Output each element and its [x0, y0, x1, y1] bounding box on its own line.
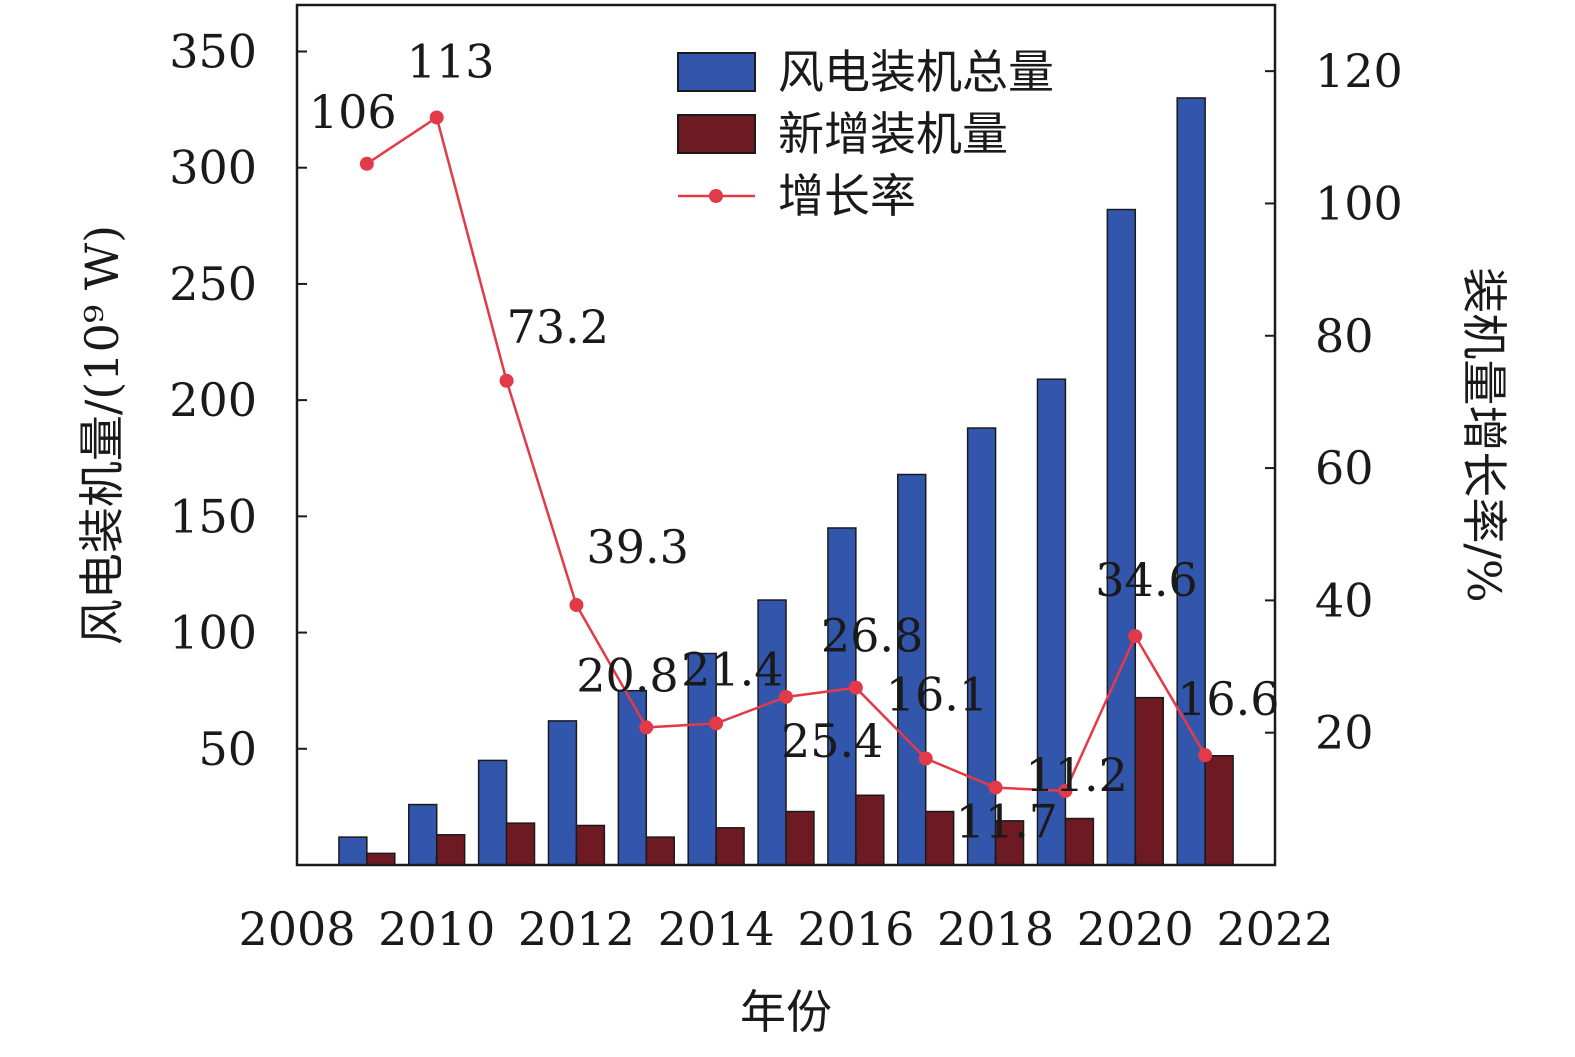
bar-new: [645, 836, 675, 866]
x-tick-label: 2020: [1077, 902, 1194, 956]
y-left-tick-label: 200: [169, 373, 257, 427]
bar-new: [1064, 817, 1095, 866]
growth-rate-value-label: 11.2: [1025, 748, 1127, 802]
y-left-tick-label: 250: [169, 257, 257, 311]
x-tick-label: 2016: [797, 902, 914, 956]
bar-total: [687, 652, 717, 866]
bar-new: [785, 810, 815, 866]
legend-swatch-total: [677, 52, 756, 92]
growth-rate-value-label: 39.3: [586, 520, 688, 574]
bars-new-capacity: [366, 696, 1234, 866]
y-right-tick-label: 80: [1315, 309, 1374, 363]
y-axis-left-title: 风电装机量/(10⁹ W): [75, 225, 129, 645]
bar-new: [924, 810, 955, 866]
growth-rate-value-label: 11.7: [956, 795, 1058, 849]
growth-rate-point: [639, 720, 654, 735]
y-left-tick-label: 100: [169, 606, 257, 660]
bar-total: [547, 720, 578, 866]
legend-label-new: 新增装机量: [778, 107, 1008, 161]
growth-rate-value-label: 20.8: [576, 648, 678, 702]
y-left-tick-label: 350: [169, 24, 257, 78]
growth-rate-value-label: 34.6: [1095, 553, 1197, 607]
bar-total: [408, 803, 438, 866]
bar-new: [1134, 696, 1164, 866]
x-tick-label: 2022: [1216, 902, 1333, 956]
x-tick-label: 2010: [378, 902, 495, 956]
y-right-tick-label: 100: [1315, 176, 1403, 230]
legend-swatch-new: [677, 114, 756, 154]
x-axis: 2008 2010 2012 2014 2016 2018 2020 2022: [238, 855, 1334, 956]
growth-rate-value-label: 106: [309, 85, 397, 139]
y-left-tick-label: 300: [169, 141, 257, 195]
y-left-tick-label: 150: [169, 489, 257, 543]
growth-rate-point: [1058, 783, 1073, 798]
bars-total-capacity: [338, 97, 1206, 866]
y-right-tick-label: 120: [1315, 44, 1403, 98]
x-axis-title: 年份: [740, 985, 832, 1039]
bar-new: [575, 824, 606, 866]
growth-rate-point: [1128, 629, 1143, 644]
growth-rate-value-label: 73.2: [507, 300, 609, 354]
bar-total: [1106, 208, 1137, 866]
growth-rate-value-label: 21.4: [681, 642, 783, 696]
growth-rate-point: [848, 680, 863, 695]
y-axis-left: 50 100 150 200 250 300 350: [169, 24, 307, 776]
growth-rate-value-label: 113: [407, 34, 495, 88]
growth-rate-point: [359, 156, 374, 171]
bar-new: [1204, 755, 1234, 866]
growth-rate-point: [429, 110, 444, 125]
growth-rate-series: [359, 110, 1213, 798]
growth-rate-point: [918, 751, 933, 766]
x-tick-label: 2008: [238, 902, 355, 956]
growth-rate-point: [988, 780, 1003, 795]
growth-rate-point: [499, 373, 514, 388]
x-tick-label: 2018: [937, 902, 1054, 956]
bar-total: [827, 527, 857, 866]
bar-new: [505, 822, 536, 866]
growth-rate-point: [709, 716, 724, 731]
growth-rate-value-label: 16.1: [886, 667, 988, 721]
legend-label-total: 风电装机总量: [778, 45, 1054, 99]
bar-new: [715, 827, 745, 866]
y-left-tick-label: 50: [198, 722, 257, 776]
growth-rate-value-label: 16.6: [1177, 672, 1279, 726]
legend: 风电装机总量 新增装机量 增长率: [677, 45, 1054, 223]
y-right-tick-label: 20: [1315, 706, 1374, 760]
y-right-tick-label: 40: [1315, 573, 1374, 627]
legend-label-rate: 增长率: [778, 169, 916, 223]
growth-rate-point: [569, 598, 584, 613]
y-axis-right-title: 装机量增长率/%: [1457, 267, 1511, 602]
plot-frame: [295, 3, 1277, 867]
y-right-tick-label: 60: [1315, 441, 1374, 495]
bar-new: [994, 820, 1025, 866]
bar-total: [1036, 378, 1067, 866]
x-tick-label: 2014: [658, 902, 775, 956]
bar-new: [855, 794, 885, 866]
y-axis-right: 20 40 60 80 100 120: [1265, 44, 1403, 760]
x-tick-label: 2012: [518, 902, 635, 956]
bar-total: [617, 689, 648, 866]
growth-rate-point: [779, 689, 793, 704]
bar-total: [338, 836, 368, 866]
bar-total: [477, 759, 508, 866]
growth-rate-value-label: 25.4: [781, 714, 883, 768]
bar-new: [366, 852, 396, 866]
growth-rate-point: [1198, 748, 1213, 763]
legend-marker-rate: [709, 189, 723, 203]
growth-rate-value-label: 26.8: [821, 609, 923, 663]
bar-new: [435, 834, 466, 866]
